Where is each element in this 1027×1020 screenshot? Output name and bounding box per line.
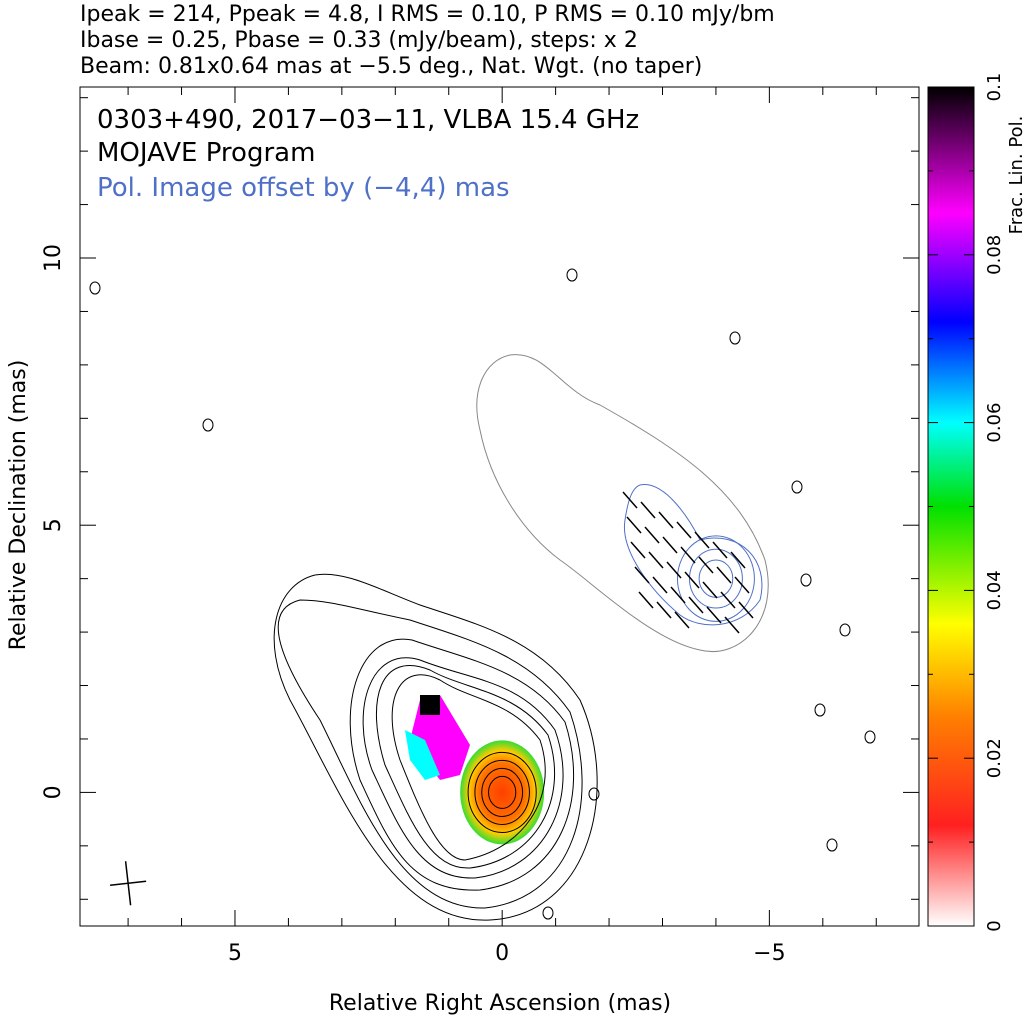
jet-contour bbox=[349, 638, 575, 891]
jet-contour bbox=[273, 573, 598, 921]
colorbar-label: Frac. Lin. Pol. bbox=[1006, 116, 1027, 235]
evpa-vector bbox=[716, 566, 732, 584]
evpa-vector bbox=[644, 526, 660, 544]
colorbar-tick-label: 0.06 bbox=[984, 403, 1005, 443]
evpa-vector bbox=[684, 571, 700, 589]
evpa-vector bbox=[730, 551, 746, 569]
evpa-vector bbox=[698, 556, 714, 574]
evpa-vector bbox=[674, 611, 690, 629]
evpa-vector bbox=[656, 601, 672, 619]
pol-region-cyan bbox=[405, 730, 440, 780]
colorbar-ticks: 0 0.02 0.04 0.06 0.08 0.1 bbox=[928, 73, 1005, 932]
evpa-vector bbox=[640, 501, 656, 519]
map-title-line-2: MOJAVE Program bbox=[97, 138, 315, 168]
noise-contour bbox=[839, 623, 851, 637]
evpa-vector bbox=[652, 576, 668, 594]
noise-contour bbox=[864, 730, 876, 744]
jet-contour bbox=[277, 599, 583, 909]
evpa-vector bbox=[666, 561, 682, 579]
header-line-3: Beam: 0.81x0.64 mas at −5.5 deg., Nat. W… bbox=[80, 54, 703, 79]
x-axis-label: Relative Right Ascension (mas) bbox=[329, 991, 671, 1016]
evpa-vectors bbox=[622, 491, 754, 634]
y-tick-label: 5 bbox=[41, 518, 66, 532]
jet-contour bbox=[391, 674, 546, 861]
y-axis-label: Relative Declination (mas) bbox=[6, 360, 31, 651]
noise-contour bbox=[542, 906, 554, 920]
colorbar-tick-label: 0.08 bbox=[984, 235, 1005, 275]
colorbar-tick-label: 0 bbox=[984, 920, 1005, 931]
evpa-vector bbox=[676, 521, 692, 539]
evpa-vector bbox=[724, 616, 740, 634]
evpa-vector bbox=[706, 606, 722, 624]
colorbar-tick-label: 0.04 bbox=[984, 570, 1005, 610]
x-tick-label: −5 bbox=[753, 941, 785, 966]
beam-marker bbox=[110, 861, 147, 906]
pol-core-contour bbox=[676, 535, 755, 622]
header-line-2: Ibase = 0.25, Pbase = 0.33 (mJy/beam), s… bbox=[80, 28, 638, 53]
noise-contour bbox=[826, 838, 838, 852]
colorbar-tick-label: 0.02 bbox=[984, 738, 1005, 778]
colorbar-tick-label: 0.1 bbox=[984, 73, 1005, 102]
evpa-vector bbox=[638, 591, 654, 609]
core-contour bbox=[481, 767, 524, 817]
x-tick-label: 5 bbox=[228, 941, 242, 966]
evpa-vector bbox=[680, 546, 696, 564]
evpa-vector bbox=[622, 491, 638, 509]
evpa-vector bbox=[658, 511, 674, 529]
pol-region-black bbox=[420, 695, 440, 715]
evpa-vector bbox=[734, 576, 750, 594]
noise-contour bbox=[566, 268, 578, 282]
pol-outer-contour bbox=[476, 354, 769, 652]
axis-ticks: 5 0 −5 0 5 10 bbox=[41, 87, 919, 966]
header-line-1: Ipeak = 214, Ppeak = 4.8, I RMS = 0.10, … bbox=[80, 2, 775, 27]
noise-contour bbox=[729, 331, 741, 345]
pol-region-core bbox=[460, 740, 545, 845]
noise-contour bbox=[800, 573, 812, 587]
pol-offset-note: Pol. Image offset by (−4,4) mas bbox=[97, 173, 510, 203]
evpa-vector bbox=[688, 596, 704, 614]
evpa-vector bbox=[694, 531, 710, 549]
jet-contour bbox=[362, 657, 564, 879]
evpa-vector bbox=[712, 541, 728, 559]
evpa-vector bbox=[630, 541, 646, 559]
noise-contour bbox=[202, 418, 214, 432]
plot-frame bbox=[79, 86, 920, 927]
noise-contour bbox=[814, 703, 826, 717]
jet-contour bbox=[375, 665, 556, 869]
noise-contour bbox=[588, 787, 600, 801]
colorbar bbox=[927, 86, 975, 927]
polarization-contours bbox=[476, 354, 769, 652]
evpa-vector bbox=[670, 586, 686, 604]
pol-core-contour bbox=[688, 548, 743, 609]
evpa-vector bbox=[626, 516, 642, 534]
x-tick-label: 0 bbox=[495, 941, 509, 966]
beam-minor-axis bbox=[110, 880, 147, 886]
noise-contour bbox=[791, 480, 803, 494]
noise-contour bbox=[89, 281, 101, 295]
polarization-fraction-image bbox=[405, 695, 545, 845]
map-title-line-1: 0303+490, 2017−03−11, VLBA 15.4 GHz bbox=[97, 105, 639, 135]
core-contour bbox=[467, 751, 537, 833]
core-contour bbox=[488, 775, 517, 809]
y-tick-label: 10 bbox=[41, 244, 66, 272]
core-contour bbox=[474, 759, 530, 825]
evpa-vector bbox=[634, 566, 650, 584]
evpa-vector bbox=[662, 536, 678, 554]
y-tick-label: 0 bbox=[41, 785, 66, 799]
stokes-i-contours bbox=[89, 268, 876, 921]
plot-area bbox=[89, 268, 876, 921]
evpa-vector bbox=[648, 551, 664, 569]
evpa-vector bbox=[720, 591, 736, 609]
evpa-vector bbox=[738, 601, 754, 619]
evpa-vector bbox=[702, 581, 718, 599]
